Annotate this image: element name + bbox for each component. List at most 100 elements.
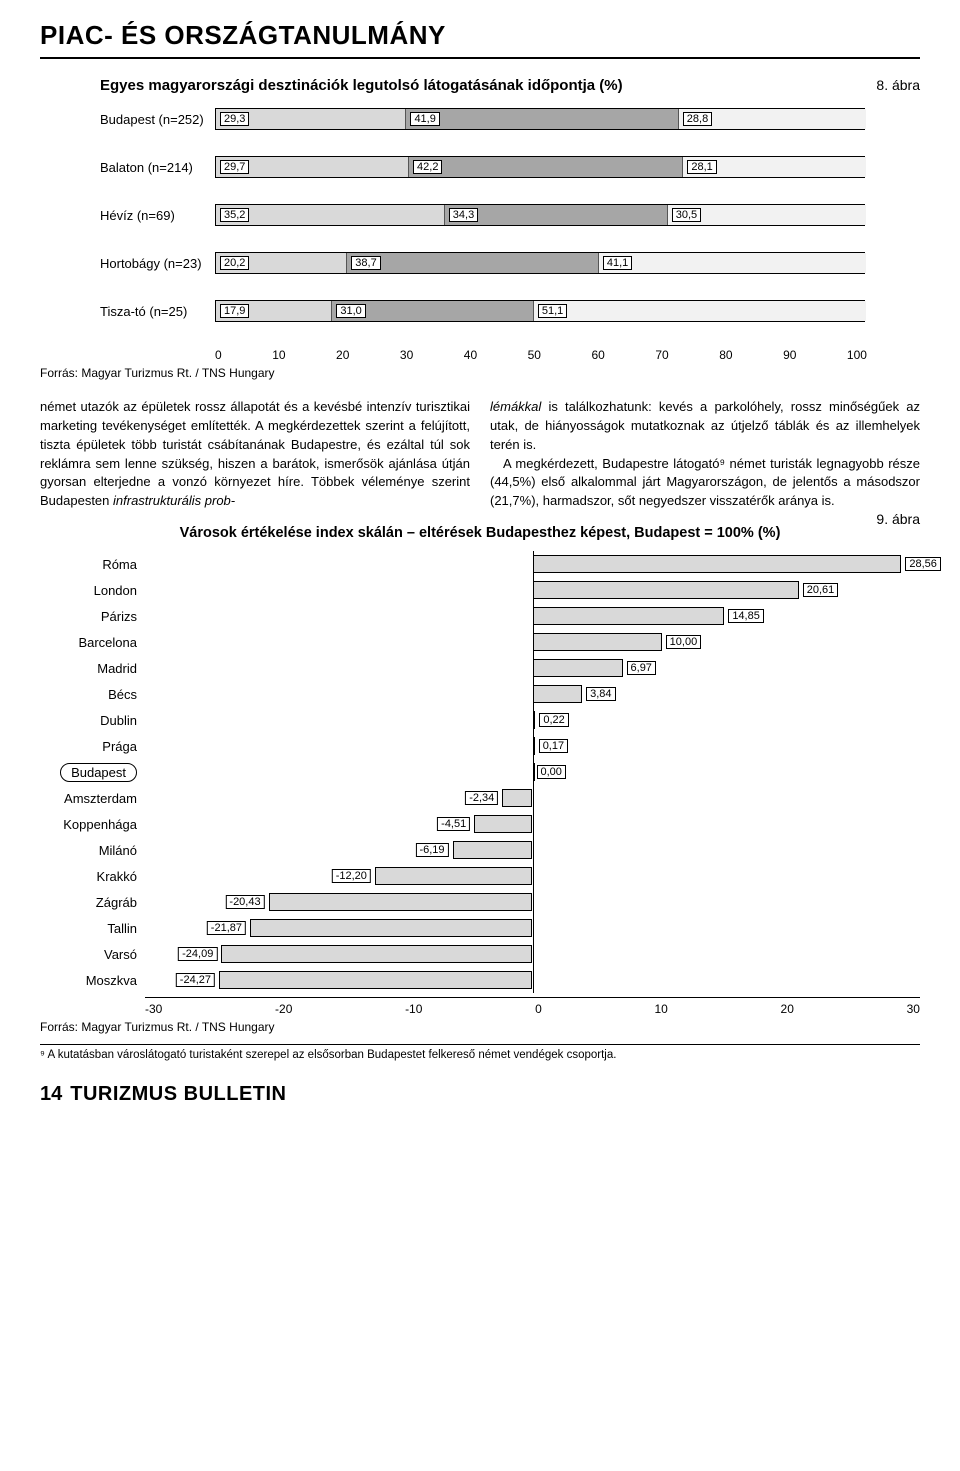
fig8-segment: 28,1: [683, 157, 866, 177]
fig9-ylabel: Prága: [40, 733, 145, 759]
fig8-xtick: 40: [464, 348, 477, 362]
fig9-ylabel: Bécs: [40, 681, 145, 707]
fig9-row: 0,22: [145, 707, 920, 733]
fig9-row: 0,00: [145, 759, 920, 785]
page-footer: 14 TURIZMUS BULLETIN: [40, 1083, 920, 1106]
fig9-ylabel: Párizs: [40, 603, 145, 629]
fig9-xtick: 0: [535, 1002, 542, 1016]
fig9-row: -20,43: [145, 889, 920, 915]
fig8-value-label: 20,2: [220, 256, 249, 270]
fig9-value-label: 28,56: [905, 557, 941, 571]
fig8-row-label: Tisza-tó (n=25): [100, 304, 215, 319]
fig8-title: Egyes magyarországi desztinációk legutol…: [100, 77, 623, 94]
fig9-row: 10,00: [145, 629, 920, 655]
fig9-xtick: -20: [275, 1002, 292, 1016]
section-heading: PIAC- ÉS ORSZÁGTANULMÁNY: [40, 20, 920, 51]
fig8-segment: 29,7: [216, 157, 409, 177]
fig9-bar: [269, 893, 533, 911]
fig9-value-label: 3,84: [586, 687, 615, 701]
fig9-bar: [219, 971, 532, 989]
fig9-bar: [533, 737, 535, 755]
fig8-row-bars: 29,7 42,2 28,1: [215, 156, 865, 178]
fig8-row-bars: 20,2 38,7 41,1: [215, 252, 865, 274]
fig9-row: 14,85: [145, 603, 920, 629]
fig9-bar: [533, 607, 725, 625]
fig8-xtick: 30: [400, 348, 413, 362]
body-col-left: német utazók az épületek rossz állapotát…: [40, 398, 470, 511]
fig8-value-label: 28,1: [687, 160, 716, 174]
fig8-xtick: 0: [215, 348, 222, 362]
fig9-ylabel: Budapest: [40, 759, 145, 785]
fig9-row: 0,17: [145, 733, 920, 759]
fig9-value-label: -6,19: [415, 843, 448, 857]
fig9-value-label: -24,09: [178, 947, 217, 961]
fig9-bar: [221, 945, 532, 963]
fig8-source: Forrás: Magyar Turizmus Rt. / TNS Hungar…: [40, 366, 920, 380]
fig9-chart: RómaLondonPárizsBarcelonaMadridBécsDubli…: [40, 551, 920, 993]
fig9-xtick: 30: [907, 1002, 920, 1016]
fig8-value-label: 38,7: [351, 256, 380, 270]
fig8-xtick: 10: [272, 348, 285, 362]
fig9-bar: [502, 789, 532, 807]
fig9-ylabel: Madrid: [40, 655, 145, 681]
fig8-segment: 35,2: [216, 205, 445, 225]
fig8-chart: Budapest (n=252)29,341,928,8Balaton (n=2…: [100, 108, 920, 322]
body-col-right: lémákkal is találkozhatunk: kevés a park…: [490, 398, 920, 511]
fig8-xtick: 70: [655, 348, 668, 362]
fig8-segment: 41,1: [599, 253, 866, 273]
fig9-ylabel: Tallin: [40, 915, 145, 941]
fig9-row: 3,84: [145, 681, 920, 707]
fig9-value-label: -20,43: [225, 895, 264, 909]
fig9-row: -12,20: [145, 863, 920, 889]
fig8-xtick: 20: [336, 348, 349, 362]
fig8-value-label: 17,9: [220, 304, 249, 318]
footnote: ⁹ A kutatásban városlátogató turistaként…: [40, 1044, 920, 1061]
fig9-row: 28,56: [145, 551, 920, 577]
fig9-bar: [533, 633, 662, 651]
fig8-xtick: 60: [591, 348, 604, 362]
fig8-value-label: 42,2: [413, 160, 442, 174]
fig8-number: 8. ábra: [876, 77, 920, 93]
fig8-header: Egyes magyarországi desztinációk legutol…: [100, 77, 920, 94]
fig9-row: -6,19: [145, 837, 920, 863]
fig9-source: Forrás: Magyar Turizmus Rt. / TNS Hungar…: [40, 1020, 920, 1034]
fig8-value-label: 41,9: [410, 112, 439, 126]
fig9-bar: [533, 763, 535, 781]
fig8-xtick: 50: [528, 348, 541, 362]
fig8-value-label: 31,0: [336, 304, 365, 318]
fig9-ylabel: Krakkó: [40, 863, 145, 889]
fig9-xaxis: -30-20-100102030: [145, 997, 920, 1016]
fig9-row: -4,51: [145, 811, 920, 837]
fig9-bar: [533, 711, 536, 729]
divider: [40, 57, 920, 59]
fig8-row-bars: 17,9 31,0 51,1: [215, 300, 865, 322]
fig8-segment: 28,8: [679, 109, 866, 129]
fig8-value-label: 41,1: [603, 256, 632, 270]
fig8-row-bars: 29,341,928,8: [215, 108, 865, 130]
fig9-value-label: -12,20: [332, 869, 371, 883]
fig9-bar: [474, 815, 532, 833]
fig9-value-label: 6,97: [627, 661, 656, 675]
fig9-bar: [533, 555, 902, 573]
fig8-value-label: 51,1: [538, 304, 567, 318]
fig9-ylabel: Varsó: [40, 941, 145, 967]
fig8-value-label: 28,8: [683, 112, 712, 126]
fig9-value-label: 0,00: [537, 765, 566, 779]
fig9-ylabel: Róma: [40, 551, 145, 577]
fig9-ylabels: RómaLondonPárizsBarcelonaMadridBécsDubli…: [40, 551, 145, 993]
fig9-ylabel: Koppenhága: [40, 811, 145, 837]
body-columns: német utazók az épületek rossz állapotát…: [40, 398, 920, 511]
fig9-value-label: -24,27: [176, 973, 215, 987]
fig9-value-label: 20,61: [803, 583, 839, 597]
fig8-row-label: Balaton (n=214): [100, 160, 215, 175]
fig9-ylabel: Dublin: [40, 707, 145, 733]
fig9-ylabel: Barcelona: [40, 629, 145, 655]
fig9-bar: [533, 581, 799, 599]
fig9-xtick: -10: [405, 1002, 422, 1016]
fig9-value-label: -2,34: [465, 791, 498, 805]
fig8-segment: 30,5: [668, 205, 866, 225]
fig9-bar: [533, 685, 583, 703]
fig9-ylabel: Zágráb: [40, 889, 145, 915]
fig8-value-label: 29,7: [220, 160, 249, 174]
fig9-value-label: 14,85: [728, 609, 764, 623]
